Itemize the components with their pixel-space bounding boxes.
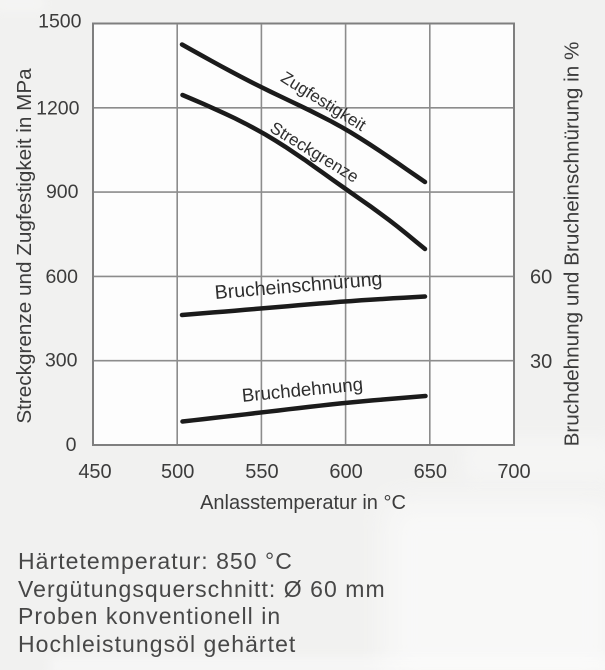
svg-text:600: 600 bbox=[329, 461, 362, 483]
svg-text:Hochleistungsöl gehärtet: Hochleistungsöl gehärtet bbox=[18, 631, 296, 657]
svg-text:550: 550 bbox=[245, 461, 278, 483]
svg-text:Anlasstemperatur in °C: Anlasstemperatur in °C bbox=[200, 492, 406, 514]
svg-text:600: 600 bbox=[45, 266, 78, 288]
svg-text:60: 60 bbox=[530, 267, 552, 289]
svg-text:700: 700 bbox=[497, 461, 530, 483]
svg-text:1200: 1200 bbox=[36, 98, 80, 120]
svg-text:500: 500 bbox=[161, 461, 194, 483]
svg-text:300: 300 bbox=[45, 349, 78, 371]
svg-text:650: 650 bbox=[414, 461, 447, 483]
svg-text:450: 450 bbox=[78, 461, 111, 483]
svg-text:Proben konventionell in: Proben konventionell in bbox=[18, 603, 281, 629]
svg-text:1500: 1500 bbox=[38, 11, 82, 33]
svg-text:Härtetemperatur: 850 °C: Härtetemperatur: 850 °C bbox=[18, 548, 293, 574]
svg-text:0: 0 bbox=[66, 434, 77, 456]
svg-text:900: 900 bbox=[46, 181, 79, 203]
svg-text:Vergütungsquerschnitt: Ø 60 mm: Vergütungsquerschnitt: Ø 60 mm bbox=[18, 576, 386, 602]
svg-text:30: 30 bbox=[530, 351, 552, 373]
svg-text:Streckgrenze und Zugfestigkeit: Streckgrenze und Zugfestigkeit in MPa bbox=[13, 68, 36, 424]
svg-text:Bruchdehnung und Brucheinschnü: Bruchdehnung und Brucheinschnürung in % bbox=[561, 42, 584, 447]
